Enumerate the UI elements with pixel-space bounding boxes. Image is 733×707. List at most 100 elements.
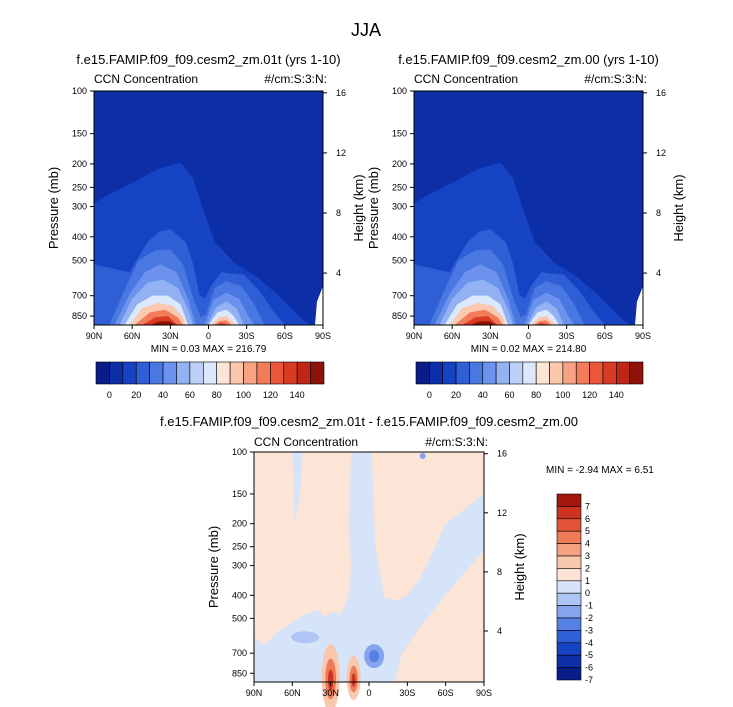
colorbar-label: 120 xyxy=(263,390,278,400)
colorbar-box xyxy=(556,518,582,532)
x-tick-label: 30N xyxy=(162,331,179,341)
colorbar-box xyxy=(575,361,590,385)
y-tick-label: 200 xyxy=(72,159,87,169)
positive-region xyxy=(394,550,484,682)
colorbar-label: 0 xyxy=(427,390,432,400)
colorbar-box xyxy=(556,667,582,681)
colorbar-box xyxy=(283,361,298,385)
colorbar-box xyxy=(549,361,564,385)
colorbar-label: -2 xyxy=(585,613,593,623)
colorbar-box xyxy=(556,630,582,644)
colorbar-box xyxy=(556,642,582,656)
peak-inner-0 xyxy=(327,669,334,691)
y-tick-label: 700 xyxy=(72,291,87,301)
height-tick-label: 8 xyxy=(656,208,661,218)
colorbar-box xyxy=(202,361,218,385)
x-tick-label: 0 xyxy=(206,331,211,341)
colorbar-box xyxy=(95,361,110,385)
y-tick-label: 100 xyxy=(72,86,87,96)
x-tick-label: 90S xyxy=(635,331,651,341)
colorbar-label: -5 xyxy=(585,650,593,660)
peak-inner-1 xyxy=(351,673,356,687)
y-tick-label: 150 xyxy=(392,129,407,139)
y-tick-label: 100 xyxy=(232,447,247,457)
blob-b xyxy=(369,650,380,663)
missing-data xyxy=(315,286,323,325)
colorbar-label: 120 xyxy=(582,390,597,400)
y-tick-label: 400 xyxy=(232,590,247,600)
y-tick-label: 400 xyxy=(392,232,407,242)
height-tick-label: 16 xyxy=(497,449,507,459)
colorbar-box xyxy=(482,361,497,385)
y-tick-label: 150 xyxy=(72,129,87,139)
y-tick-label: 850 xyxy=(392,311,407,321)
colorbar-label: -3 xyxy=(585,625,593,635)
colorbar-label: 60 xyxy=(185,390,195,400)
y-axis-title: Pressure (mb) xyxy=(46,167,61,249)
colorbar-box xyxy=(135,361,150,385)
colorbar-box xyxy=(629,361,644,385)
colorbar-box xyxy=(556,654,582,668)
colorbar-label: 2 xyxy=(585,563,590,573)
colorbar-box xyxy=(615,361,630,385)
x-tick-label: 60S xyxy=(597,331,613,341)
colorbar-label: 1 xyxy=(585,576,590,586)
stats-text: MIN = 0.02 MAX = 214.80 xyxy=(471,344,587,355)
colorbar-box xyxy=(556,617,582,631)
colorbar-box xyxy=(229,361,244,385)
panel-title: f.e15.FAMIP.f09_f09.cesm2_zm.01t - f.e15… xyxy=(160,414,578,429)
x-tick-label: 90N xyxy=(406,331,423,341)
x-tick-label: 0 xyxy=(526,331,531,341)
x-tick-label: 30S xyxy=(559,331,575,341)
colorbar-box xyxy=(429,361,444,385)
height-tick-label: 4 xyxy=(656,268,661,278)
y-axis-title: Pressure (mb) xyxy=(366,167,381,249)
panel-title: f.e15.FAMIP.f09_f09.cesm2_zm.00 (yrs 1-1… xyxy=(398,52,659,67)
y-tick-label: 500 xyxy=(72,255,87,265)
x-tick-label: 60S xyxy=(438,688,454,698)
colorbar-box xyxy=(556,568,582,582)
colorbar-box xyxy=(495,361,510,385)
height-tick-label: 8 xyxy=(497,567,502,577)
x-tick-label: 30N xyxy=(322,688,339,698)
colorbar-box xyxy=(442,361,457,385)
colorbar-label: -6 xyxy=(585,663,593,673)
colorbar-box xyxy=(522,361,537,385)
height-tick-label: 16 xyxy=(656,88,666,98)
colorbar-box xyxy=(509,361,524,385)
colorbar-label: 20 xyxy=(131,390,141,400)
colorbar-box xyxy=(455,361,470,385)
x-tick-label: 90S xyxy=(476,688,492,698)
page-title: JJA xyxy=(351,20,381,40)
x-tick-label: 90N xyxy=(246,688,263,698)
colorbar-box xyxy=(256,361,271,385)
y-tick-label: 500 xyxy=(232,613,247,623)
y-tick-label: 100 xyxy=(392,86,407,96)
left-string: CCN Concentration xyxy=(94,72,198,86)
colorbar-label: 140 xyxy=(290,390,305,400)
colorbar-label: 40 xyxy=(478,390,488,400)
colorbar-label: 7 xyxy=(585,501,590,511)
colorbar-label: 80 xyxy=(531,390,541,400)
y-tick-label: 200 xyxy=(392,159,407,169)
colorbar-box xyxy=(556,605,582,619)
colorbar-label: 40 xyxy=(158,390,168,400)
height-tick-label: 12 xyxy=(336,148,346,158)
x-tick-label: 90N xyxy=(86,331,103,341)
x-tick-label: 60N xyxy=(124,331,141,341)
y-tick-label: 300 xyxy=(232,561,247,571)
colorbar-box xyxy=(176,361,191,385)
x-tick-label: 60S xyxy=(277,331,293,341)
colorbar-box xyxy=(589,361,604,385)
y-tick-label: 200 xyxy=(232,519,247,529)
colorbar-box xyxy=(310,361,325,385)
colorbar-box xyxy=(216,361,231,385)
height-tick-label: 16 xyxy=(336,88,346,98)
colorbar-box xyxy=(415,361,430,385)
colorbar-box xyxy=(109,361,124,385)
y-tick-label: 850 xyxy=(72,311,87,321)
colorbar-label: 140 xyxy=(609,390,624,400)
colorbar-label: -1 xyxy=(585,601,593,611)
